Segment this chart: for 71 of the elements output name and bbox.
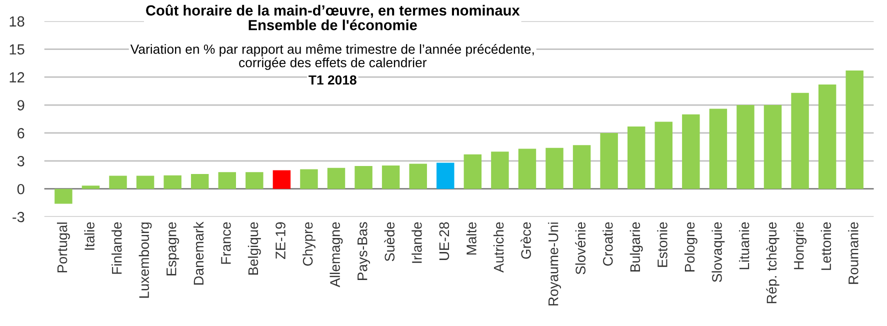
x-tick-label: Croatie [602, 222, 613, 266]
x-tick-label: Pologne [684, 222, 698, 272]
bar [300, 169, 318, 189]
bar [627, 126, 646, 189]
x-tick-label: ZE-19 [276, 222, 286, 260]
bar [709, 108, 728, 189]
x-tick-label: Espagne [166, 222, 180, 276]
bar [409, 164, 427, 189]
y-tick-label: 3 [17, 156, 24, 166]
x-tick-label: Italie [84, 222, 94, 250]
annotation: T1 2018 [308, 75, 356, 85]
bar [54, 188, 72, 204]
x-tick-label: Chypre [302, 222, 316, 266]
bar [436, 162, 454, 189]
bar [846, 70, 864, 189]
bar [190, 174, 209, 189]
x-tick-label: France [221, 222, 231, 264]
x-tick-label: Grèce [520, 222, 531, 259]
y-tick-label: 12 [10, 72, 24, 82]
bar [272, 170, 291, 189]
x-tick-label: Hongrie [794, 222, 807, 270]
chart-title: Coût horaire de la main-d’œuvre, en termes nominaux Ensemble de l'économie [146, 4, 520, 30]
x-tick-label: Autriche [493, 222, 504, 273]
x-tick-label: Belgique [248, 222, 261, 275]
x-tick-label: Irlande [412, 222, 422, 263]
x-tick-label: Bulgarie [630, 222, 643, 272]
x-tick-label: Royaume-Uni [548, 222, 561, 306]
bar [218, 172, 236, 189]
bar [382, 166, 400, 189]
x-tick-label: Lettonie [820, 222, 832, 270]
bar [491, 152, 509, 189]
bar [327, 168, 346, 189]
x-tick-label: Finlande [112, 222, 122, 274]
bar [682, 114, 700, 189]
x-tick-label: Lituanie [739, 222, 750, 270]
bar [82, 186, 100, 189]
x-tick-label: UE-28 [439, 222, 450, 260]
y-tick-label: 6 [18, 128, 24, 138]
x-tick-label: Slovaquie [712, 222, 725, 282]
bar [791, 92, 809, 189]
x-tick-label: Rép. tchèque [766, 222, 780, 304]
bar [354, 166, 372, 189]
y-tick-label: 9 [17, 100, 24, 110]
bar [600, 132, 618, 189]
x-tick-label: Danemark [193, 222, 204, 285]
bar [736, 105, 754, 189]
bar [764, 105, 782, 189]
bar [654, 122, 672, 189]
bar [546, 148, 564, 189]
x-tick-label: Suède [384, 222, 395, 262]
bar [164, 175, 182, 189]
bar [136, 176, 154, 189]
x-tick-label: Portugal [56, 222, 70, 272]
bar [109, 176, 127, 189]
bar [572, 145, 591, 189]
x-tick-label: Roumanie [848, 222, 858, 284]
x-tick-label: Allemagne [330, 222, 343, 288]
text: Variation en % par rapport au même trimestre de l’année précédente, corrigée des effets de calendrier [130, 44, 534, 70]
bar [818, 84, 836, 189]
x-tick-label: Malte [466, 222, 476, 254]
x-tick-label: Pays-Bas [358, 222, 370, 280]
x-tick-label: Luxembourg [138, 222, 152, 298]
bar [246, 172, 264, 189]
y-tick-label: -3 [12, 212, 24, 222]
y-tick-label: 18 [10, 16, 24, 27]
bar [518, 148, 536, 189]
y-tick-label: 0 [17, 184, 24, 194]
x-tick-label: Slovénie [575, 222, 586, 274]
x-tick-label: Estonie [657, 222, 668, 267]
bar [464, 154, 482, 189]
y-tick-label: 15 [10, 44, 24, 55]
